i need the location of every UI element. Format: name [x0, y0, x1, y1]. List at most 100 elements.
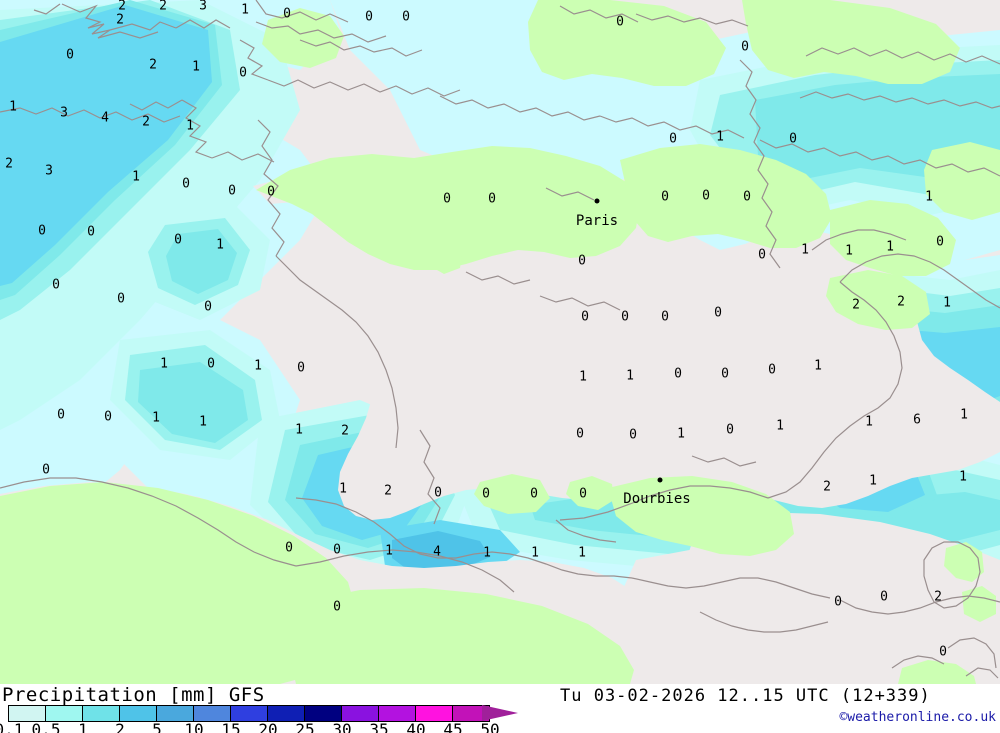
precip-value-label: 1 [578, 545, 586, 561]
precip-value-label: 1 [886, 239, 894, 255]
color-scale-tick: 45 [443, 720, 463, 733]
precip-value-label: 0 [174, 232, 182, 248]
precip-value-label: 2 [934, 589, 942, 605]
precip-value-label: 0 [285, 540, 293, 556]
precip-value-label: 0 [581, 309, 589, 325]
coastlines-and-borders [0, 0, 1000, 679]
precip-value-label: 3 [60, 105, 68, 121]
precip-value-label: 2 [159, 0, 167, 14]
precipitation-map[interactable]: Paris Dourbies 2 2 3 1 0 0 0 0 0 0 2 2 1 0 1 3 4 2 1 0 1 0 2 3 1… [0, 0, 1000, 684]
precip-value-label: 3 [45, 163, 53, 179]
precip-value-label: 0 [228, 183, 236, 199]
precip-value-label: 1 [531, 545, 539, 561]
color-scale-tick: 35 [369, 720, 389, 733]
precip-value-label: 1 [199, 414, 207, 430]
color-swatch [341, 706, 378, 721]
precip-value-label: 1 [9, 99, 17, 115]
precip-value-label: 1 [254, 358, 262, 374]
precip-value-label: 1 [716, 129, 724, 145]
precip-value-label: 0 [789, 131, 797, 147]
precip-value-label: 2 [341, 423, 349, 439]
precip-value-label: 0 [117, 291, 125, 307]
city-label-paris: Paris [575, 213, 619, 229]
precip-value-label: 0 [702, 188, 710, 204]
precip-value-label: 2 [149, 57, 157, 73]
precip-value-label: 1 [483, 545, 491, 561]
precip-value-label: 1 [801, 242, 809, 258]
precip-value-label: 2 [118, 0, 126, 14]
precip-value-label: 0 [939, 644, 947, 660]
precip-value-label: 0 [239, 65, 247, 81]
precip-value-label: 1 [925, 189, 933, 205]
precip-value-label: 1 [845, 243, 853, 259]
precip-value-label: 6 [913, 412, 921, 428]
precip-value-label: 3 [199, 0, 207, 14]
precip-value-label: 0 [741, 39, 749, 55]
forecast-timestamp: Tu 03-02-2026 12..15 UTC (12+339) [560, 686, 931, 706]
precip-value-label: 0 [52, 277, 60, 293]
precip-value-label: 0 [42, 462, 50, 478]
color-scale-tick: 2 [115, 720, 125, 733]
precip-value-label: 1 [865, 414, 873, 430]
legend-title: Precipitation [mm] GFS [2, 684, 265, 706]
color-scale-wrap [8, 705, 490, 722]
precip-value-label: 0 [57, 407, 65, 423]
legend-bar: Precipitation [mm] GFS 0.10.512510152025… [0, 684, 1000, 733]
city-label-dourbies: Dourbies [623, 491, 691, 507]
color-swatch [119, 706, 156, 721]
precip-value-label: 0 [434, 485, 442, 501]
precip-value-label: 0 [182, 176, 190, 192]
precip-value-label: 0 [936, 234, 944, 250]
precip-value-label: 0 [674, 366, 682, 382]
color-scale [8, 705, 490, 722]
precip-value-label: 1 [192, 59, 200, 75]
precip-value-label: 0 [333, 542, 341, 558]
precip-value-label: 4 [433, 544, 441, 560]
precip-value-label: 1 [579, 369, 587, 385]
precip-value-label: 0 [669, 131, 677, 147]
color-swatch [415, 706, 452, 721]
precip-value-label: 0 [38, 223, 46, 239]
color-swatch [452, 706, 489, 721]
color-scale-tick: 20 [258, 720, 278, 733]
precip-value-label: 0 [880, 589, 888, 605]
precip-value-label: 0 [283, 6, 291, 22]
precip-value-label: 1 [152, 410, 160, 426]
color-scale-tick: 30 [332, 720, 352, 733]
precip-value-label: 0 [629, 427, 637, 443]
precip-value-label: 0 [443, 191, 451, 207]
precip-value-label: 1 [626, 368, 634, 384]
precip-value-label: 1 [776, 418, 784, 434]
precip-value-label: 1 [943, 295, 951, 311]
color-scale-tick: 15 [221, 720, 241, 733]
precip-value-label: 0 [726, 422, 734, 438]
precip-value-label: 0 [207, 356, 215, 372]
precip-value-label: 0 [661, 309, 669, 325]
precip-value-label: 0 [297, 360, 305, 376]
precip-value-label: 0 [579, 486, 587, 502]
color-swatch [82, 706, 119, 721]
precip-value-label: 1 [960, 407, 968, 423]
precip-value-label: 0 [661, 189, 669, 205]
precip-value-label: 1 [186, 118, 194, 134]
color-scale-tick: 0.5 [31, 720, 61, 733]
precip-value-label: 0 [333, 599, 341, 615]
precip-value-label: 4 [101, 110, 109, 126]
color-swatch [156, 706, 193, 721]
color-swatch [378, 706, 415, 721]
precip-value-label: 0 [87, 224, 95, 240]
precip-value-label: 0 [743, 189, 751, 205]
precip-value-label: 0 [402, 9, 410, 25]
precip-value-label: 1 [216, 237, 224, 253]
color-swatch [9, 706, 45, 721]
precip-value-label: 0 [365, 9, 373, 25]
precip-value-label: 2 [852, 297, 860, 313]
precip-value-label: 1 [241, 2, 249, 18]
precip-value-label: 0 [768, 362, 776, 378]
precip-value-label: 1 [160, 356, 168, 372]
precip-value-label: 0 [616, 14, 624, 30]
color-scale-tick: 0.1 [0, 720, 24, 733]
precip-value-label: 2 [823, 479, 831, 495]
precip-value-label: 2 [142, 114, 150, 130]
